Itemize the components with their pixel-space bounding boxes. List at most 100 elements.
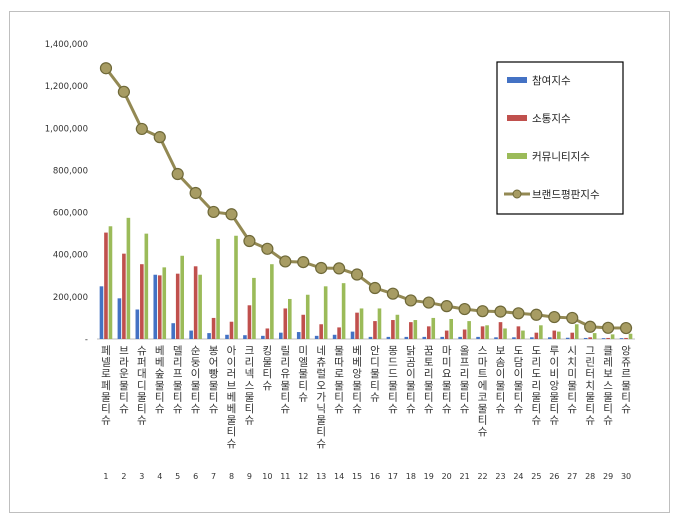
bar <box>534 332 539 339</box>
bar <box>530 337 534 339</box>
bar <box>503 328 507 339</box>
bar <box>426 326 431 339</box>
bar <box>409 322 413 339</box>
bar <box>211 317 216 339</box>
bar <box>283 308 288 339</box>
bar <box>413 320 418 339</box>
bar <box>494 337 498 339</box>
bar <box>198 274 202 339</box>
bar <box>193 266 198 339</box>
bar <box>431 317 436 339</box>
rank-number: 2 <box>121 472 126 481</box>
bar <box>288 298 292 339</box>
bar-series-3 <box>108 217 633 339</box>
bar <box>135 309 140 339</box>
legend-box <box>496 61 624 215</box>
legend-label: 브랜드평판지수 <box>532 189 600 201</box>
rank-number: 30 <box>621 472 631 481</box>
line-marker <box>225 208 238 221</box>
bar <box>467 321 471 339</box>
y-tick-label: 200,000 <box>53 293 88 303</box>
line-marker <box>548 310 561 324</box>
bar <box>368 336 373 339</box>
line-marker <box>386 287 399 300</box>
bar-series-1 <box>99 274 624 339</box>
bar <box>332 334 337 339</box>
bar <box>314 335 319 339</box>
bar <box>449 318 453 339</box>
line-marker <box>117 85 131 98</box>
bar <box>117 298 122 339</box>
bar <box>440 336 444 339</box>
bar <box>301 314 306 339</box>
bar <box>252 277 256 339</box>
rank-number: 6 <box>193 472 198 481</box>
y-tick-label: 400,000 <box>53 251 88 261</box>
bar <box>386 336 391 339</box>
y-tick-label: 1,200,000 <box>45 82 88 92</box>
line-marker <box>440 300 453 313</box>
rank-number: 14 <box>334 472 344 481</box>
bar <box>601 338 606 339</box>
line-marker <box>279 255 292 268</box>
bar <box>350 331 355 339</box>
rank-number: 22 <box>477 472 487 481</box>
bar <box>516 326 521 339</box>
y-tick-label: 1,400,000 <box>45 40 88 50</box>
bar <box>476 336 480 339</box>
rank-number: 3 <box>139 472 144 481</box>
line-markers <box>99 62 633 335</box>
bar <box>512 337 516 339</box>
line-marker <box>476 305 489 318</box>
legend-label: 커뮤니티지수 <box>532 151 590 163</box>
bar <box>548 337 552 339</box>
line-marker <box>350 268 364 281</box>
bar <box>243 335 247 339</box>
bar <box>583 337 588 339</box>
y-tick-label: 600,000 <box>53 209 88 219</box>
rank-number: 20 <box>442 472 452 481</box>
rank-number: 19 <box>424 472 434 481</box>
rank-number: 23 <box>495 472 505 481</box>
bar <box>373 321 377 339</box>
bar <box>323 286 328 339</box>
bar <box>521 330 525 339</box>
bar-series-2 <box>104 232 628 339</box>
bar <box>557 331 561 339</box>
bar <box>207 333 211 339</box>
bar <box>337 327 341 339</box>
line-marker <box>530 308 543 321</box>
bar <box>588 337 592 339</box>
line-marker <box>601 321 615 334</box>
bar <box>628 333 633 339</box>
bar <box>140 264 144 339</box>
legend-swatch <box>507 115 527 121</box>
rank-number: 13 <box>316 472 326 481</box>
bar <box>539 325 543 339</box>
bar <box>462 329 467 339</box>
rank-number: 21 <box>460 472 470 481</box>
bar <box>592 333 597 339</box>
rank-number: 9 <box>247 472 252 481</box>
legend-swatch <box>507 153 527 159</box>
rank-number: 29 <box>603 472 613 481</box>
bar <box>108 226 113 339</box>
y-tick-label: - <box>85 335 88 345</box>
rank-number: 12 <box>298 472 308 481</box>
rank-number: 18 <box>406 472 416 481</box>
bar <box>261 335 265 339</box>
rank-number: 15 <box>352 472 362 481</box>
